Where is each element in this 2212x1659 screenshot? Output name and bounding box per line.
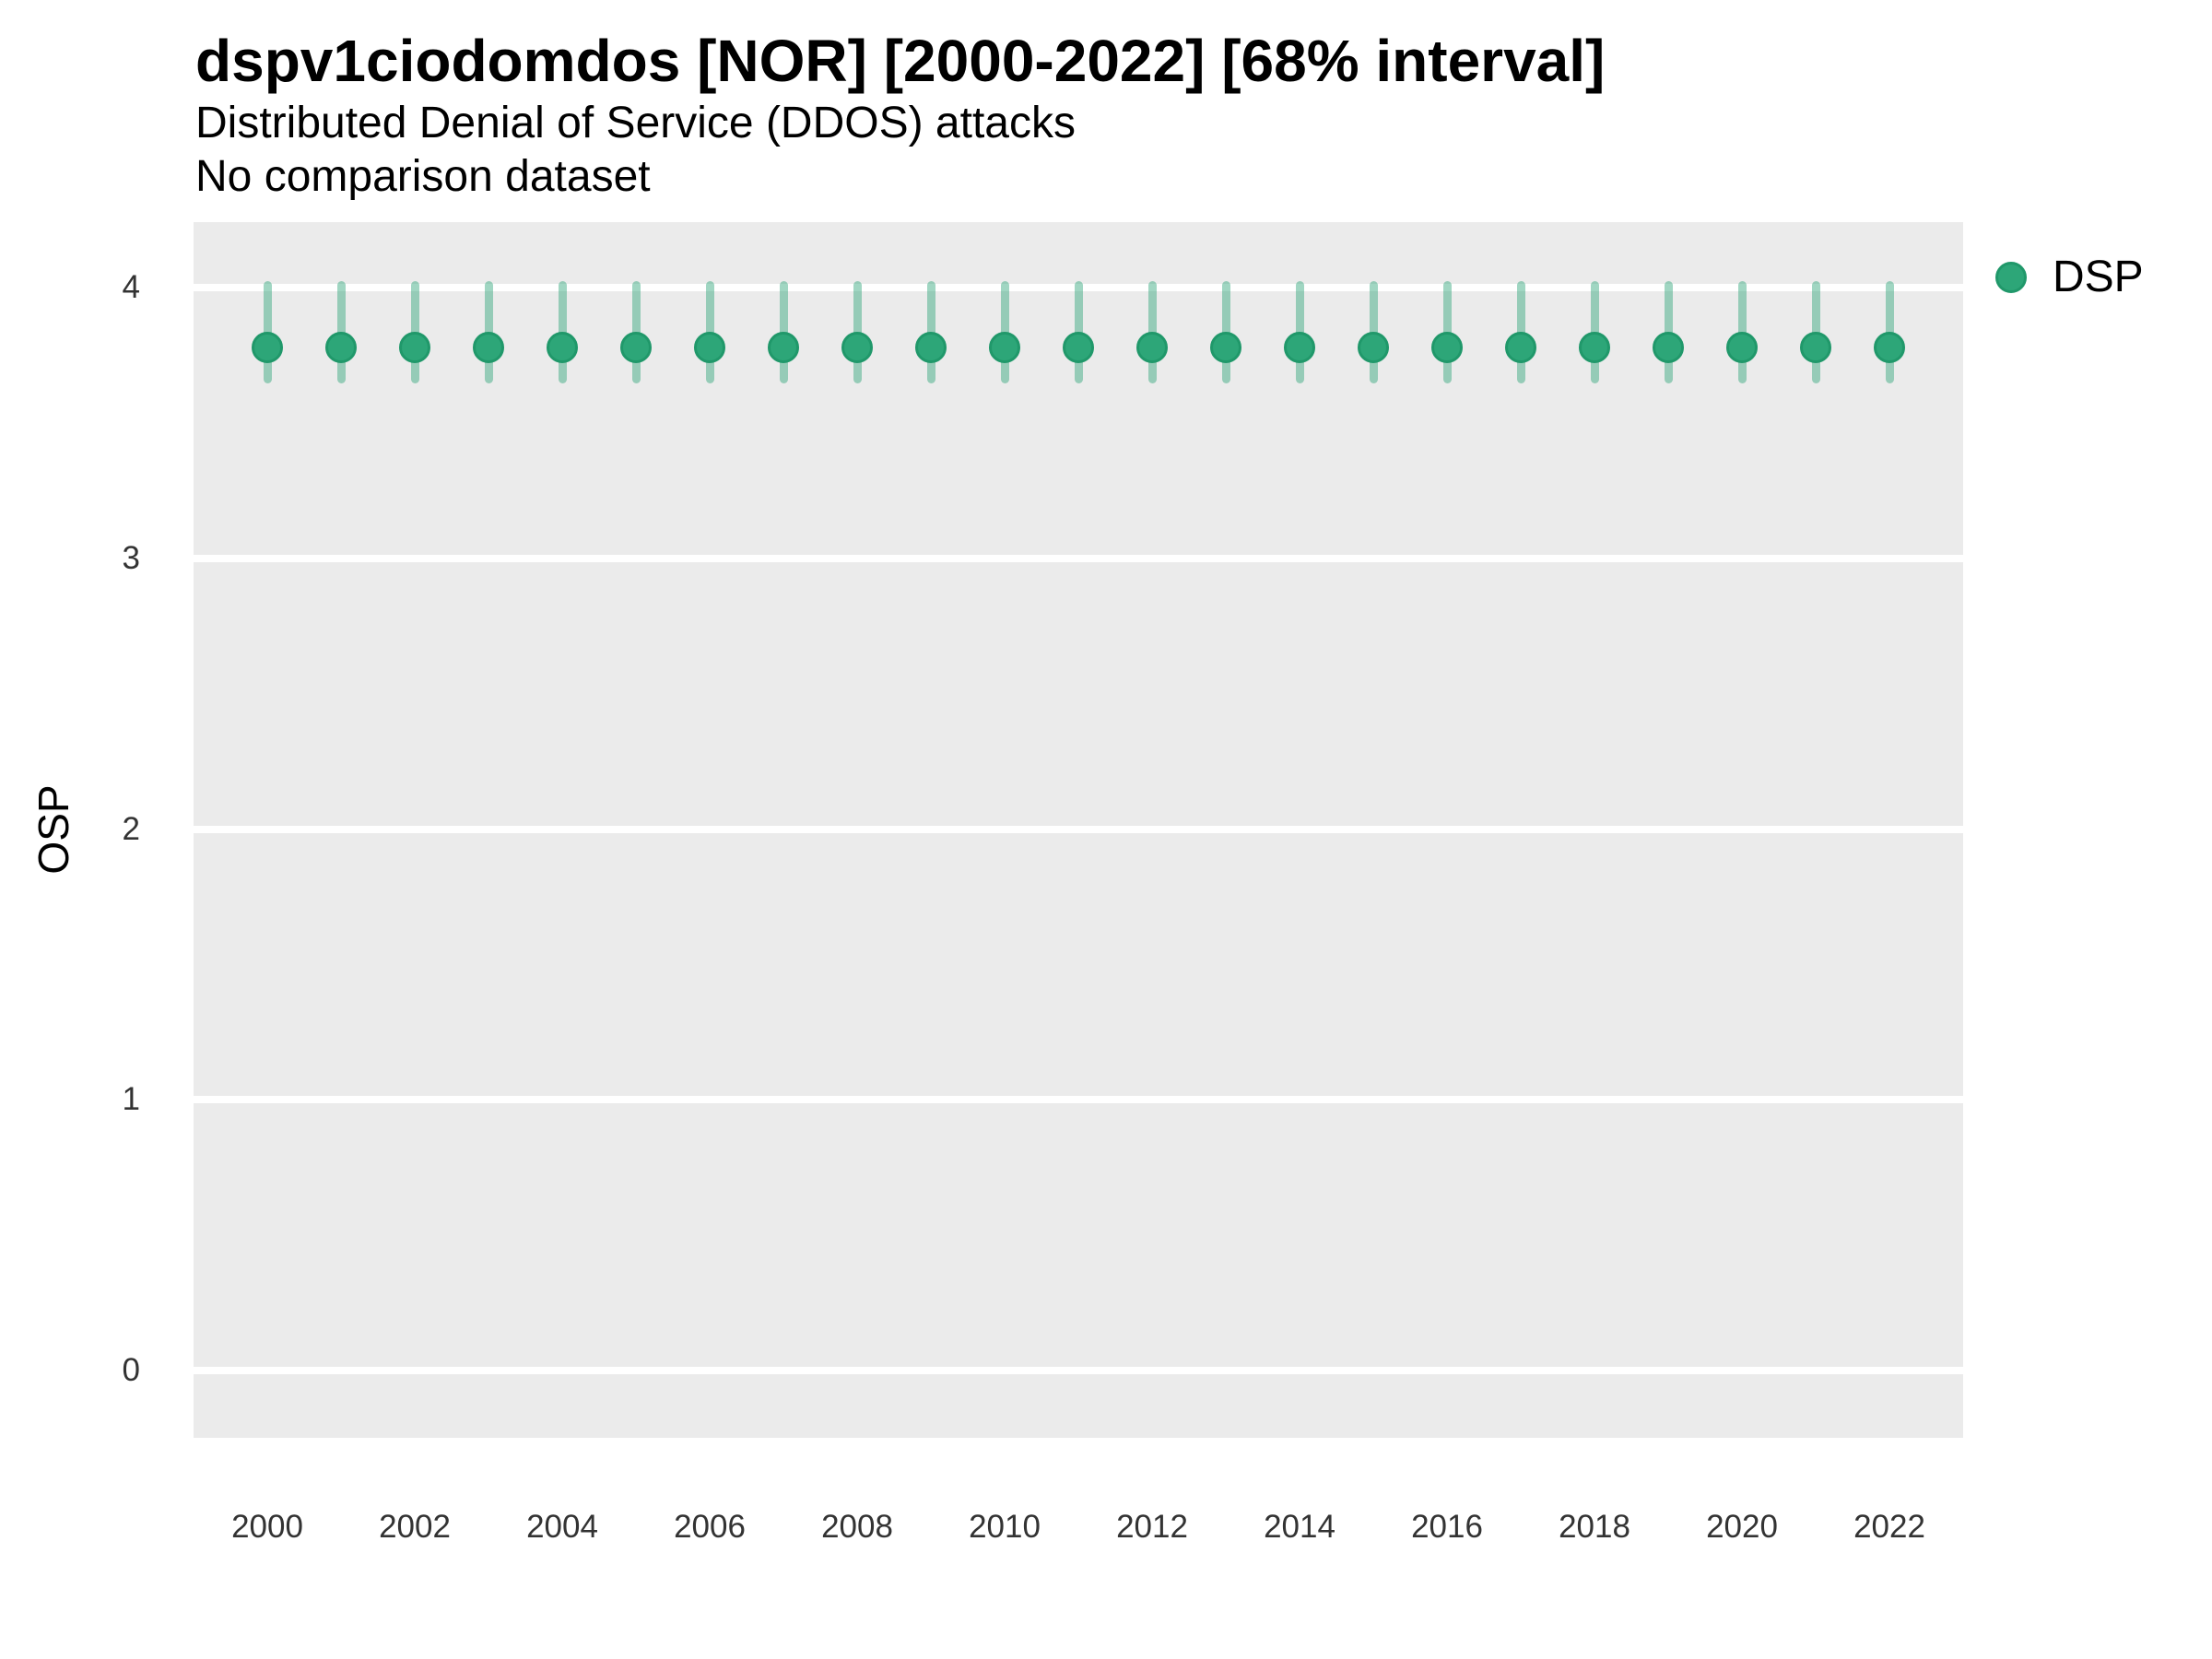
chart-subtitle: Distributed Denial of Service (DDOS) att… bbox=[195, 99, 1076, 147]
y-tick-label-1: 1 bbox=[122, 1081, 140, 1118]
data-point-2016 bbox=[1431, 331, 1463, 363]
chart-comparison-note: No comparison dataset bbox=[195, 152, 651, 201]
data-point-2021 bbox=[1800, 331, 1831, 363]
data-point-2002 bbox=[399, 331, 430, 363]
legend-point-icon bbox=[1995, 262, 2027, 293]
data-point-2000 bbox=[252, 331, 283, 363]
chart-title: dspv1ciodomdos [NOR] [2000-2022] [68% in… bbox=[195, 28, 1606, 94]
data-point-2004 bbox=[547, 331, 578, 363]
data-point-2010 bbox=[989, 331, 1020, 363]
x-tick-label-2008: 2008 bbox=[821, 1509, 893, 1545]
data-point-2017 bbox=[1505, 331, 1536, 363]
data-point-2018 bbox=[1579, 331, 1610, 363]
x-tick-label-2020: 2020 bbox=[1706, 1509, 1778, 1545]
gridline-y-4 bbox=[194, 284, 1963, 291]
data-point-2011 bbox=[1063, 331, 1094, 363]
y-tick-label-2: 2 bbox=[122, 810, 140, 847]
legend: DSP bbox=[1995, 255, 2144, 300]
x-tick-label-2014: 2014 bbox=[1264, 1509, 1335, 1545]
data-point-2012 bbox=[1136, 331, 1168, 363]
data-point-2001 bbox=[325, 331, 357, 363]
x-tick-label-2000: 2000 bbox=[231, 1509, 303, 1545]
x-tick-label-2012: 2012 bbox=[1116, 1509, 1188, 1545]
data-point-2022 bbox=[1874, 331, 1905, 363]
data-point-2020 bbox=[1726, 331, 1758, 363]
gridline-y-2 bbox=[194, 825, 1963, 833]
data-point-2009 bbox=[915, 331, 947, 363]
data-point-2008 bbox=[841, 331, 873, 363]
y-tick-label-4: 4 bbox=[122, 269, 140, 305]
x-tick-label-2004: 2004 bbox=[526, 1509, 598, 1545]
data-point-2013 bbox=[1210, 331, 1241, 363]
data-point-2003 bbox=[473, 331, 504, 363]
data-point-2015 bbox=[1358, 331, 1389, 363]
y-tick-label-0: 0 bbox=[122, 1352, 140, 1388]
data-point-2019 bbox=[1653, 331, 1684, 363]
x-tick-label-2002: 2002 bbox=[379, 1509, 451, 1545]
x-tick-label-2006: 2006 bbox=[674, 1509, 746, 1545]
gridline-y-1 bbox=[194, 1096, 1963, 1104]
x-tick-label-2018: 2018 bbox=[1559, 1509, 1630, 1545]
x-tick-label-2016: 2016 bbox=[1411, 1509, 1483, 1545]
data-point-2014 bbox=[1284, 331, 1315, 363]
plot-panel bbox=[194, 222, 1963, 1438]
x-tick-label-2010: 2010 bbox=[969, 1509, 1041, 1545]
gridline-y-0 bbox=[194, 1367, 1963, 1374]
data-point-2005 bbox=[620, 331, 652, 363]
gridline-y-3 bbox=[194, 554, 1963, 562]
y-tick-label-3: 3 bbox=[122, 539, 140, 576]
legend-label: DSP bbox=[2053, 253, 2144, 301]
data-point-2007 bbox=[768, 331, 799, 363]
data-point-2006 bbox=[694, 331, 725, 363]
x-tick-label-2022: 2022 bbox=[1853, 1509, 1925, 1545]
